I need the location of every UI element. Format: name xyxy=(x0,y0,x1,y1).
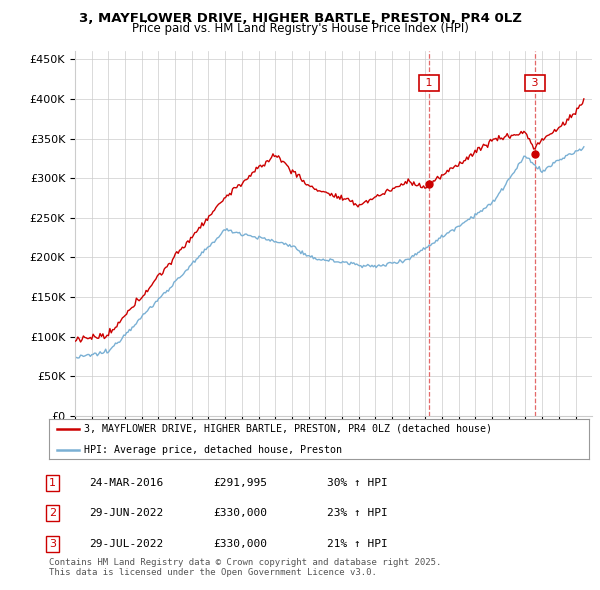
Text: 1: 1 xyxy=(49,478,56,487)
Text: 3, MAYFLOWER DRIVE, HIGHER BARTLE, PRESTON, PR4 0LZ (detached house): 3, MAYFLOWER DRIVE, HIGHER BARTLE, PREST… xyxy=(85,424,493,434)
Text: £330,000: £330,000 xyxy=(213,539,267,549)
Text: 3, MAYFLOWER DRIVE, HIGHER BARTLE, PRESTON, PR4 0LZ: 3, MAYFLOWER DRIVE, HIGHER BARTLE, PREST… xyxy=(79,12,521,25)
Text: 2: 2 xyxy=(49,509,56,518)
Text: HPI: Average price, detached house, Preston: HPI: Average price, detached house, Pres… xyxy=(85,445,342,455)
Text: 21% ↑ HPI: 21% ↑ HPI xyxy=(327,539,388,549)
Text: £330,000: £330,000 xyxy=(213,509,267,518)
Text: £291,995: £291,995 xyxy=(213,478,267,487)
Text: 3: 3 xyxy=(49,539,56,549)
Text: 30% ↑ HPI: 30% ↑ HPI xyxy=(327,478,388,487)
Text: Price paid vs. HM Land Registry's House Price Index (HPI): Price paid vs. HM Land Registry's House … xyxy=(131,22,469,35)
Text: 24-MAR-2016: 24-MAR-2016 xyxy=(89,478,163,487)
Text: 3: 3 xyxy=(528,78,542,88)
Text: 29-JUN-2022: 29-JUN-2022 xyxy=(89,509,163,518)
Text: Contains HM Land Registry data © Crown copyright and database right 2025.
This d: Contains HM Land Registry data © Crown c… xyxy=(49,558,442,577)
Text: 1: 1 xyxy=(422,78,436,88)
Text: 29-JUL-2022: 29-JUL-2022 xyxy=(89,539,163,549)
Text: 23% ↑ HPI: 23% ↑ HPI xyxy=(327,509,388,518)
